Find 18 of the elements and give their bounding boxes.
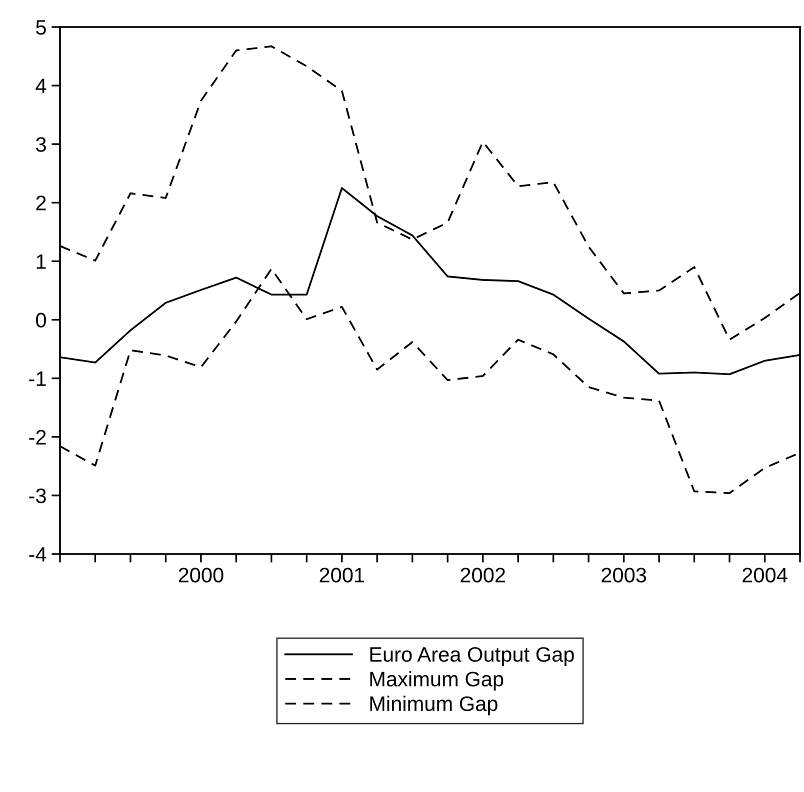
legend-label: Minimum Gap bbox=[370, 696, 498, 716]
legend-label: Maximum Gap bbox=[370, 671, 504, 691]
x-tick-label: 2004 bbox=[742, 568, 788, 582]
y-tick-label: 5 bbox=[36, 20, 46, 35]
x-tick-label: 2002 bbox=[460, 568, 505, 582]
y-tick-label: 3 bbox=[36, 137, 46, 152]
x-tick-label: 2003 bbox=[602, 568, 646, 582]
y-tick-label: -1 bbox=[29, 372, 46, 386]
legend-label: Euro Area Output Gap bbox=[370, 647, 574, 666]
y-tick-label: 0 bbox=[36, 312, 46, 328]
y-tick-label: 2 bbox=[36, 196, 46, 210]
y-tick-label: -2 bbox=[29, 430, 46, 444]
y-tick-label: -3 bbox=[29, 488, 46, 504]
y-tick-label: 1 bbox=[36, 254, 46, 269]
x-tick-label: 2000 bbox=[178, 568, 224, 582]
y-tick-label: -4 bbox=[29, 547, 46, 562]
y-tick-label: 4 bbox=[36, 78, 46, 94]
x-tick-label: 2001 bbox=[320, 568, 364, 582]
